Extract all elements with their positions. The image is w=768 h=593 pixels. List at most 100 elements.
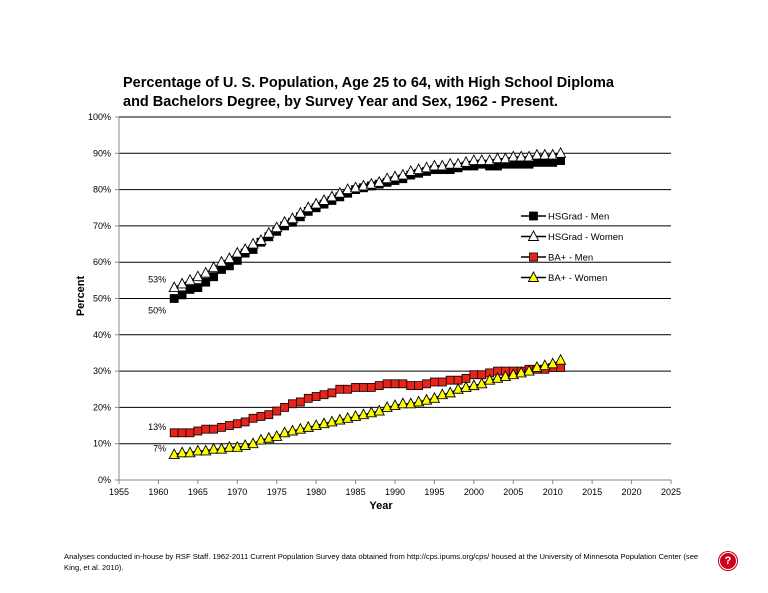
data-point	[255, 233, 267, 245]
data-point	[390, 379, 400, 389]
data-point	[373, 404, 385, 416]
y-tick-labels: 0% 10% 20% 30% 40% 50% 60% 70% 80% 90% 100%	[88, 112, 111, 485]
data-point	[422, 379, 431, 389]
data-point	[248, 413, 258, 423]
data-point	[280, 402, 290, 412]
data-point	[184, 446, 196, 458]
data-point	[231, 440, 244, 452]
y-tick-label: 40%	[93, 330, 111, 340]
data-point	[169, 428, 179, 438]
data-point	[515, 366, 527, 378]
data-point	[278, 426, 291, 438]
data-point	[294, 422, 307, 434]
legend-marker	[527, 271, 540, 282]
data-point	[381, 400, 393, 412]
data-point	[483, 373, 496, 385]
data-point	[412, 395, 425, 407]
data-point	[302, 420, 315, 432]
legend-item: BA+ - Men	[521, 253, 593, 264]
data-point	[468, 379, 480, 391]
data-point	[215, 255, 228, 267]
data-point	[303, 393, 313, 403]
data-point	[176, 446, 188, 458]
data-point	[523, 364, 535, 376]
data-point	[436, 159, 449, 171]
y-tick-label: 60%	[93, 257, 111, 267]
data-point	[168, 281, 180, 293]
y-tick-label: 20%	[93, 402, 111, 412]
data-point	[405, 164, 417, 176]
data-point	[232, 419, 242, 429]
y-tick-label: 80%	[93, 185, 111, 195]
data-point	[444, 386, 456, 398]
data-point	[193, 283, 203, 293]
data-point	[232, 255, 242, 265]
data-point	[239, 439, 251, 450]
data-point	[357, 408, 370, 420]
data-point	[327, 388, 337, 398]
data-point	[311, 392, 321, 401]
data-point	[349, 181, 362, 193]
data-label: 13%	[148, 422, 166, 432]
series-hsgrad-men	[169, 156, 565, 303]
x-tick-label: 2015	[582, 487, 602, 497]
data-point	[475, 154, 488, 166]
data-point	[405, 397, 417, 409]
data-point	[483, 154, 496, 166]
data-point	[247, 237, 259, 249]
data-point	[209, 424, 219, 434]
data-point	[366, 383, 376, 392]
data-point	[398, 379, 408, 389]
data-point	[270, 221, 283, 233]
data-point	[286, 212, 299, 224]
data-point	[531, 148, 543, 160]
data-point	[207, 261, 220, 273]
y-tick-label: 100%	[88, 112, 111, 122]
x-tick-label: 1970	[227, 487, 247, 497]
data-point	[185, 428, 195, 438]
legend-label: BA+ - Women	[548, 273, 607, 284]
y-tick-label: 0%	[98, 475, 111, 485]
data-point	[428, 391, 441, 403]
data-point	[397, 168, 409, 180]
x-tick-label: 2000	[464, 487, 484, 497]
data-point	[469, 370, 479, 380]
x-tick-labels: 1955 1960 1965 1970 1975 1980 1985 1990 1995 2000…	[109, 487, 681, 497]
data-point	[540, 157, 550, 167]
data-point	[294, 206, 307, 218]
data-point	[452, 157, 464, 169]
annotations: 53% 50% 13% 7%	[148, 275, 166, 454]
data-point	[359, 383, 368, 392]
y-tick-label: 30%	[93, 366, 111, 376]
data-label: 50%	[148, 306, 166, 316]
data-point	[272, 406, 282, 416]
data-point	[207, 442, 220, 454]
data-point	[286, 424, 299, 436]
data-point	[217, 422, 226, 432]
data-point	[319, 390, 329, 400]
data-point	[343, 384, 353, 394]
data-point	[468, 154, 480, 166]
help-question-icon[interactable]: ?	[719, 552, 737, 570]
data-point	[177, 428, 187, 438]
data-point	[412, 163, 425, 175]
data-point	[169, 294, 179, 303]
data-point	[295, 397, 305, 407]
data-point	[389, 170, 401, 182]
data-point	[373, 175, 385, 187]
x-tick-label: 1965	[188, 487, 208, 497]
data-point	[318, 194, 330, 205]
data-point	[437, 377, 447, 387]
y-axis-label: Percent	[75, 275, 87, 316]
data-point	[318, 417, 330, 429]
data-point	[341, 411, 354, 423]
data-point	[524, 159, 534, 169]
data-point	[263, 431, 275, 443]
data-point	[168, 448, 180, 460]
legend-marker	[529, 211, 538, 221]
legend: HSGrad - Men HSGrad - Women BA+ - Men BA+ -…	[521, 211, 623, 284]
data-point	[539, 148, 551, 160]
data-point	[263, 226, 275, 238]
y-tick-label: 10%	[93, 439, 111, 449]
